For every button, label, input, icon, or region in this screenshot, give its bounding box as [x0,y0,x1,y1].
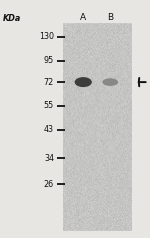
Text: 55: 55 [44,101,54,110]
Ellipse shape [102,78,118,86]
Text: 130: 130 [39,32,54,41]
Text: A: A [80,13,86,22]
Text: KDa: KDa [3,14,21,23]
Text: 34: 34 [44,154,54,163]
Text: 72: 72 [44,78,54,87]
Ellipse shape [75,77,92,87]
Bar [63,24,132,231]
Text: 95: 95 [44,56,54,65]
Text: 26: 26 [44,180,54,189]
Text: 43: 43 [44,125,54,134]
Text: B: B [107,13,113,22]
